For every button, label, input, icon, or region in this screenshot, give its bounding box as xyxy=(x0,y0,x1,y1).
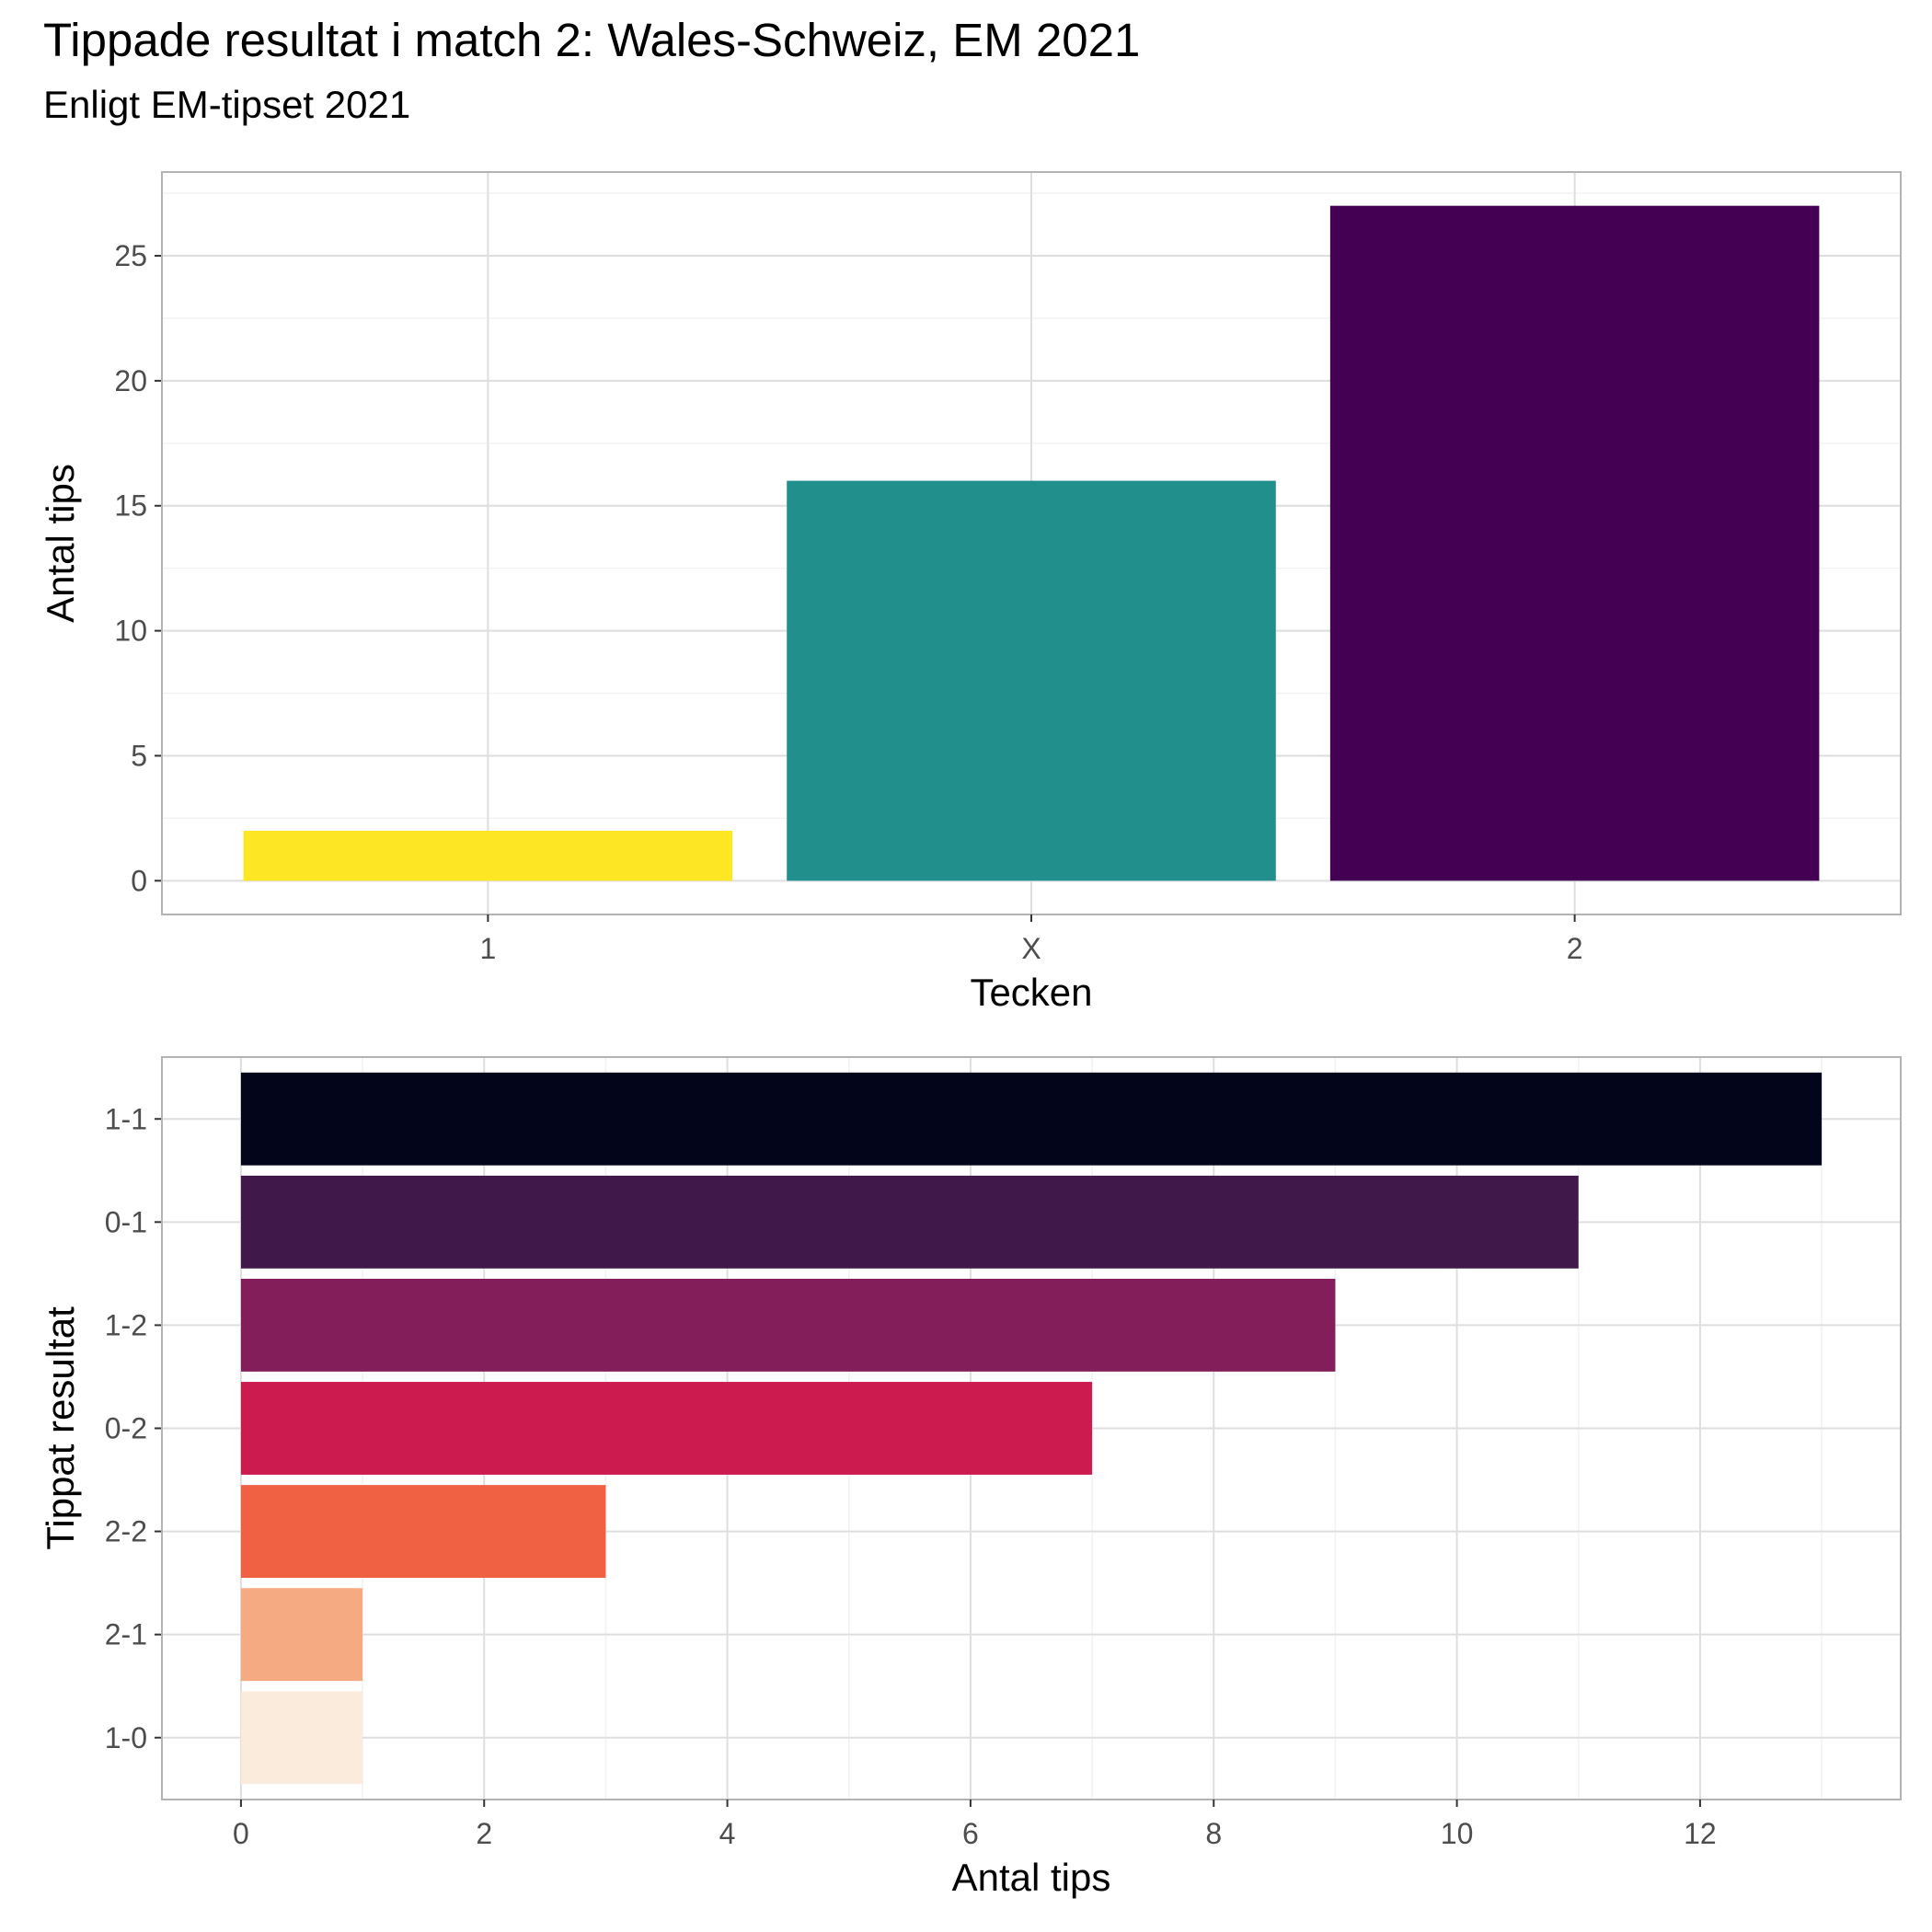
bar-1-0 xyxy=(240,1691,363,1785)
y-axis-title: Antal tips xyxy=(39,464,82,623)
chart-subtitle: Enligt EM-tipset 2021 xyxy=(43,83,411,126)
y-tick-label: 25 xyxy=(114,239,147,272)
panel-border xyxy=(161,1056,1902,1800)
y-tick-label: 1-0 xyxy=(105,1721,147,1754)
chart-title: Tippade resultat i match 2: Wales-Schwei… xyxy=(43,14,1141,66)
x-axis-title: Tecken xyxy=(970,971,1092,1014)
x-tick-label: 1 xyxy=(479,932,496,965)
bar-0-2 xyxy=(240,1382,1093,1475)
tecken-bar-chart: 0 5 10 15 20 25 1 X 2 Tecken Antal tips xyxy=(39,171,1902,1014)
bar-1-1 xyxy=(240,1072,1823,1166)
resultat-bar-chart: 1-1 0-1 1-2 0-2 2-2 2-1 1-0 0 2 4 6 8 10 12 Antal tips… xyxy=(39,1056,1902,1899)
y-axis-title: Tippat resultat xyxy=(39,1306,82,1550)
bar-1 xyxy=(243,830,733,881)
x-tick-label: X xyxy=(1021,932,1041,965)
y-tick-label: 2-2 xyxy=(105,1515,147,1548)
y-tick-label: 20 xyxy=(114,364,147,397)
bar-2 xyxy=(1329,205,1820,881)
y-tick-label: 10 xyxy=(114,615,147,648)
y-tick-label: 0-1 xyxy=(105,1205,147,1238)
x-tick-label: 4 xyxy=(719,1817,736,1850)
x-tick-label: 10 xyxy=(1441,1817,1474,1850)
y-tick-label: 5 xyxy=(131,739,147,772)
y-tick-label: 15 xyxy=(114,489,147,523)
x-tick-label: 0 xyxy=(233,1817,249,1850)
bar-2-2 xyxy=(240,1485,606,1579)
bar-0-1 xyxy=(240,1175,1579,1269)
x-tick-label: 2 xyxy=(476,1817,492,1850)
bar-x xyxy=(787,480,1276,881)
x-tick-label: 2 xyxy=(1567,932,1583,965)
y-tick-label: 1-2 xyxy=(105,1308,147,1341)
y-tick-label: 1-1 xyxy=(105,1102,147,1135)
y-tick-label: 2-1 xyxy=(105,1618,147,1651)
bar-2-1 xyxy=(240,1588,363,1682)
y-tick-label: 0 xyxy=(131,864,147,897)
x-tick-label: 8 xyxy=(1205,1817,1222,1850)
x-tick-label: 12 xyxy=(1684,1817,1717,1850)
x-axis-title: Antal tips xyxy=(952,1856,1111,1899)
bar-1-2 xyxy=(240,1278,1336,1372)
y-tick-label: 0-2 xyxy=(105,1412,147,1445)
x-tick-label: 6 xyxy=(962,1817,979,1850)
